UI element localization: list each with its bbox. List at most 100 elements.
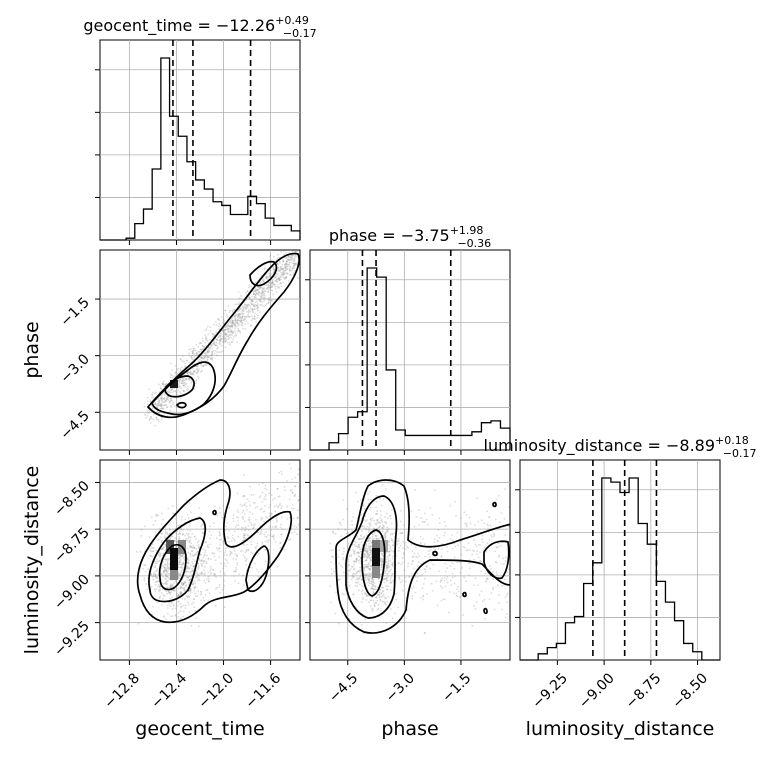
scatter-point	[339, 578, 342, 581]
scatter-point	[220, 351, 222, 353]
scatter-point	[486, 542, 488, 544]
scatter-point	[291, 478, 294, 481]
scatter-point	[203, 559, 206, 562]
scatter-point	[293, 262, 296, 265]
scatter-point	[331, 549, 334, 551]
scatter-point	[157, 404, 160, 407]
scatter-point	[191, 570, 193, 573]
scatter-point	[365, 550, 368, 553]
scatter-point	[164, 536, 167, 539]
scatter-point	[164, 580, 167, 583]
scatter-point	[186, 596, 189, 599]
scatter-point	[157, 584, 160, 586]
scatter-point	[270, 298, 273, 301]
scatter-point	[194, 553, 197, 556]
scatter-point	[388, 553, 391, 556]
scatter-point	[367, 584, 370, 587]
contour-right-island	[245, 545, 270, 593]
scatter-point	[446, 581, 449, 584]
scatter-point	[179, 397, 182, 400]
scatter-point	[177, 563, 180, 566]
scatter-point	[158, 559, 161, 562]
scatter-point	[273, 277, 276, 279]
scatter-point	[179, 554, 182, 557]
scatter-point	[180, 558, 182, 561]
scatter-point	[227, 324, 229, 327]
x-axis-label-luminosity-distance: luminosity_distance	[526, 718, 715, 740]
scatter-point	[360, 578, 363, 581]
scatter-point	[248, 316, 251, 318]
scatter-point	[252, 526, 255, 529]
scatter-point	[365, 547, 368, 550]
scatter-point	[187, 601, 189, 604]
scatter-point	[200, 348, 203, 351]
scatter-point	[286, 268, 289, 270]
scatter-point	[223, 584, 226, 587]
scatter-point	[410, 537, 413, 540]
scatter-point	[291, 268, 294, 270]
scatter-point	[157, 383, 160, 386]
scatter-point	[180, 566, 182, 569]
scatter-point	[169, 592, 171, 594]
scatter-point	[443, 520, 446, 523]
scatter-point	[383, 581, 386, 584]
scatter-point	[380, 504, 383, 507]
scatter-point	[223, 572, 226, 574]
scatter-point	[178, 574, 181, 577]
scatter-point	[187, 385, 189, 388]
scatter-point	[194, 592, 196, 595]
scatter-point	[182, 384, 185, 387]
scatter-point	[191, 373, 194, 376]
scatter-point	[485, 551, 488, 553]
scatter-point	[198, 515, 201, 518]
scatter-point	[263, 498, 265, 500]
scatter-point	[279, 266, 282, 269]
scatter-point	[219, 334, 222, 337]
scatter-point	[171, 387, 174, 390]
scatter-point	[263, 299, 265, 302]
scatter-point	[170, 399, 173, 402]
scatter-point	[250, 540, 253, 543]
scatter-point	[373, 537, 376, 540]
scatter-point	[156, 562, 159, 565]
scatter-point	[169, 362, 172, 365]
scatter-point	[386, 529, 388, 532]
scatter-point	[177, 557, 180, 560]
scatter-point	[182, 557, 185, 560]
scatter-point	[139, 550, 142, 553]
scatter-point	[238, 319, 241, 322]
scatter-point	[369, 557, 372, 560]
scatter-point	[262, 279, 265, 282]
scatter-point	[206, 589, 209, 591]
scatter-point	[268, 273, 271, 275]
scatter-point	[368, 568, 371, 570]
scatter-point	[257, 314, 260, 317]
scatter-point	[217, 335, 220, 338]
scatter-point	[238, 313, 241, 316]
scatter-point	[252, 290, 255, 292]
scatter-point	[172, 512, 174, 515]
scatter-point	[403, 569, 406, 572]
scatter-point	[202, 364, 205, 367]
scatter-point	[416, 580, 419, 583]
scatter-point	[411, 597, 414, 600]
scatter-point	[191, 569, 194, 572]
scatter-point	[289, 265, 291, 268]
scatter-point	[355, 560, 358, 563]
scatter-point	[244, 318, 247, 320]
scatter-point	[178, 535, 180, 538]
scatter-point	[225, 565, 228, 568]
scatter-point	[212, 341, 215, 344]
scatter-point	[160, 394, 163, 397]
scatter-point	[258, 294, 261, 297]
scatter-point	[355, 558, 358, 561]
scatter-point	[157, 553, 160, 556]
scatter-point	[210, 354, 213, 357]
scatter-point	[218, 323, 221, 326]
scatter-point	[386, 600, 388, 603]
scatter-point	[290, 261, 292, 264]
scatter-point	[300, 501, 302, 503]
scatter-point	[285, 275, 288, 278]
scatter-point	[381, 524, 384, 526]
scatter-point	[294, 493, 297, 496]
